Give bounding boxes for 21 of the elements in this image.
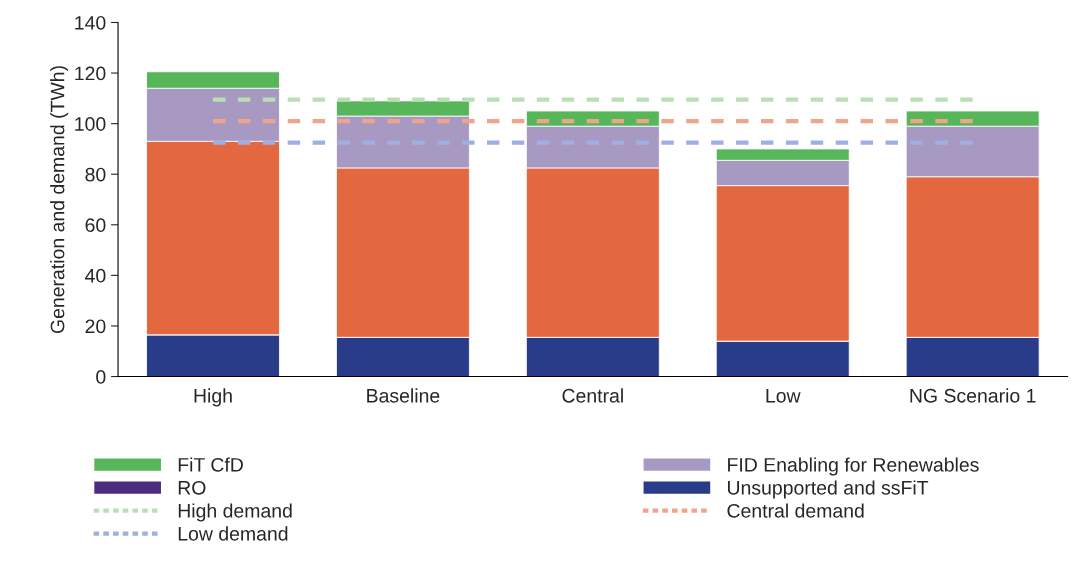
legend-label: FiT CfD: [178, 457, 243, 472]
y-tick-label: 120: [75, 66, 106, 81]
legend-label: FID Enabling for Renewables: [728, 457, 979, 476]
y-tick-label: 0: [96, 370, 106, 384]
legend-label: RO: [178, 480, 206, 495]
y-tick-label: 40: [85, 268, 106, 283]
y-tick-label: 20: [85, 319, 106, 334]
y-tick-label: 80: [85, 167, 106, 182]
y-tick-label: 140: [75, 15, 106, 30]
legend-label: Central demand: [727, 503, 864, 518]
legend-label: Unsupported and ssFiT: [727, 480, 929, 499]
x-tick-label: Central: [562, 388, 623, 403]
legend-label: High demand: [178, 503, 292, 522]
y-axis-title: Generation and demand (TWh): [50, 66, 69, 334]
legend-label: Low demand: [178, 526, 288, 541]
x-tick-label: Baseline: [367, 388, 440, 403]
x-tick-label: NG Scenario 1: [910, 388, 1036, 403]
x-tick-label: High: [194, 388, 232, 407]
x-tick-label: Low: [766, 389, 801, 403]
y-tick-label: 100: [75, 117, 106, 131]
y-tick-label: 60: [85, 218, 106, 233]
